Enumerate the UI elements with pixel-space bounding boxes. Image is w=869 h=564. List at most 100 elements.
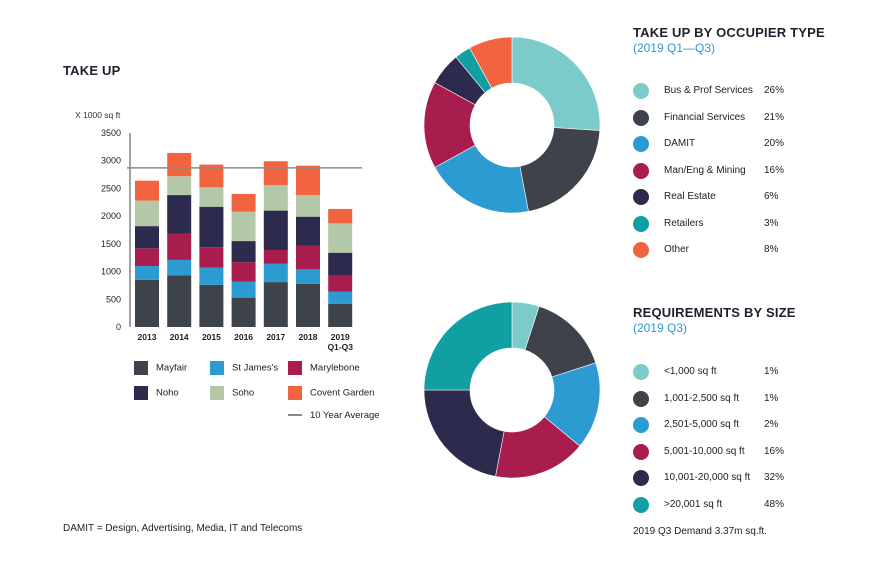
occupier-donut-chart xyxy=(423,36,601,214)
legend-label: 1,001-2,500 sq ft xyxy=(664,392,740,404)
y-tick-label: 500 xyxy=(106,294,121,304)
bar-segment xyxy=(231,241,256,263)
bar-segment xyxy=(231,262,256,282)
x-tick-label: 2017 xyxy=(266,332,285,342)
legend-dot xyxy=(633,496,649,513)
donut-slice xyxy=(423,301,513,391)
legend-percent: 1% xyxy=(764,392,779,404)
bar-segment xyxy=(135,200,159,227)
bar-segment xyxy=(135,279,159,327)
bar-segment xyxy=(135,266,159,280)
legend-item-mayfair: Mayfair xyxy=(134,361,187,375)
requirements-donut-chart xyxy=(423,301,601,479)
legend-label: Bus & Prof Services xyxy=(664,85,753,96)
legend-label: DAMIT xyxy=(664,138,696,149)
legend-label: 10 Year Average xyxy=(310,410,380,421)
legend-label: Retailers xyxy=(664,217,704,229)
bar-segment xyxy=(199,206,224,248)
legend-label: St James's xyxy=(232,362,279,374)
legend-dot xyxy=(633,470,649,486)
takeup-title: TAKE UP xyxy=(63,63,121,78)
legend-item-marylebone: Marylebone xyxy=(288,361,360,375)
legend-percent: 16% xyxy=(764,164,785,176)
legend-item-noho: Noho xyxy=(134,386,179,400)
bar-segment xyxy=(328,275,353,292)
legend-label: 5,001-10,000 sq ft xyxy=(664,445,745,457)
legend-swatch xyxy=(210,361,224,375)
legend-dot xyxy=(633,242,649,258)
bar-segment xyxy=(199,284,224,327)
y-tick-label: 3500 xyxy=(101,128,121,138)
y-tick-label: 1500 xyxy=(101,239,121,249)
bar-segment xyxy=(296,165,320,196)
legend-label: Soho xyxy=(232,387,255,399)
x-tick-label: Q1-Q3 xyxy=(327,342,353,352)
bar-segment xyxy=(199,267,224,285)
legend-dot xyxy=(633,364,649,380)
bar-segment xyxy=(231,211,256,242)
bar-segment xyxy=(199,164,224,188)
legend-dot xyxy=(633,162,649,179)
bar-segment xyxy=(167,195,192,234)
legend-swatch xyxy=(134,361,148,375)
legend-swatch xyxy=(288,361,302,375)
bar-segment xyxy=(135,180,159,201)
legend-swatch xyxy=(210,386,224,400)
donut-slice xyxy=(434,144,529,214)
legend-dot xyxy=(633,109,649,126)
x-tick-label: 2015 xyxy=(202,332,221,342)
legend-percent: 3% xyxy=(764,217,779,229)
occupier-subtitle: (2019 Q1—Q3) xyxy=(633,41,716,55)
legend-swatch xyxy=(288,386,302,400)
bar-segment xyxy=(328,252,353,276)
bar-segment xyxy=(296,283,320,327)
y-tick-label: 2000 xyxy=(101,211,121,221)
bar-segment xyxy=(167,259,192,276)
bar-segment xyxy=(199,247,224,268)
takeup-bar-chart: 0 500 1000 1500 2000 2500 3000 3500 2013 2014 201… xyxy=(101,128,363,352)
bar-segment xyxy=(263,249,288,264)
bar-segment xyxy=(135,248,159,267)
legend-percent: 48% xyxy=(764,498,785,510)
y-tick-label: 1000 xyxy=(101,267,121,277)
legend-item-soho: Soho xyxy=(210,386,254,400)
legend-percent: 20% xyxy=(764,138,785,149)
bar-segment xyxy=(167,233,192,260)
bar-segment xyxy=(328,291,353,304)
bar-segment xyxy=(231,193,256,212)
bar-segment xyxy=(231,297,256,327)
occupier-title: TAKE UP BY OCCUPIER TYPE xyxy=(633,25,825,40)
legend-label: Other xyxy=(664,244,690,255)
legend-label: Financial Services xyxy=(664,111,746,123)
legend-percent: 1% xyxy=(764,366,779,377)
bar-segment xyxy=(231,281,256,298)
bar-segment xyxy=(167,152,192,177)
legend-label: Man/Eng & Mining xyxy=(664,164,746,176)
legend-line-swatch xyxy=(288,414,302,417)
legend-label: Noho xyxy=(156,387,179,399)
legend-percent: 16% xyxy=(764,445,785,457)
donut-slice xyxy=(423,389,505,477)
bar-segment xyxy=(296,216,320,246)
legend-swatch xyxy=(134,386,148,400)
bar-segment xyxy=(296,245,320,270)
bar-segment xyxy=(263,185,288,211)
legend-percent: 6% xyxy=(764,191,779,202)
x-tick-label: 2013 xyxy=(138,332,157,342)
legend-label: Real Estate xyxy=(664,191,716,202)
legend-item-st-james: St James's xyxy=(210,361,278,375)
legend-label: >20,001 sq ft xyxy=(664,498,723,510)
legend-label: Mayfair xyxy=(156,362,188,374)
bar-segment xyxy=(328,223,353,253)
requirements-subtitle: (2019 Q3) xyxy=(633,321,688,335)
legend-dot xyxy=(633,443,649,460)
bar-segment xyxy=(263,282,288,327)
donut-slice xyxy=(469,36,513,89)
legend-dot xyxy=(633,215,649,232)
legend-dot xyxy=(633,189,649,205)
legend-dot xyxy=(633,136,649,152)
legend-item-10-year-average: 10 Year Average xyxy=(288,410,380,421)
demand-footnote: 2019 Q3 Demand 3.37m sq.ft. xyxy=(633,526,767,537)
bar-segment xyxy=(135,226,159,249)
legend-dot xyxy=(633,83,649,99)
